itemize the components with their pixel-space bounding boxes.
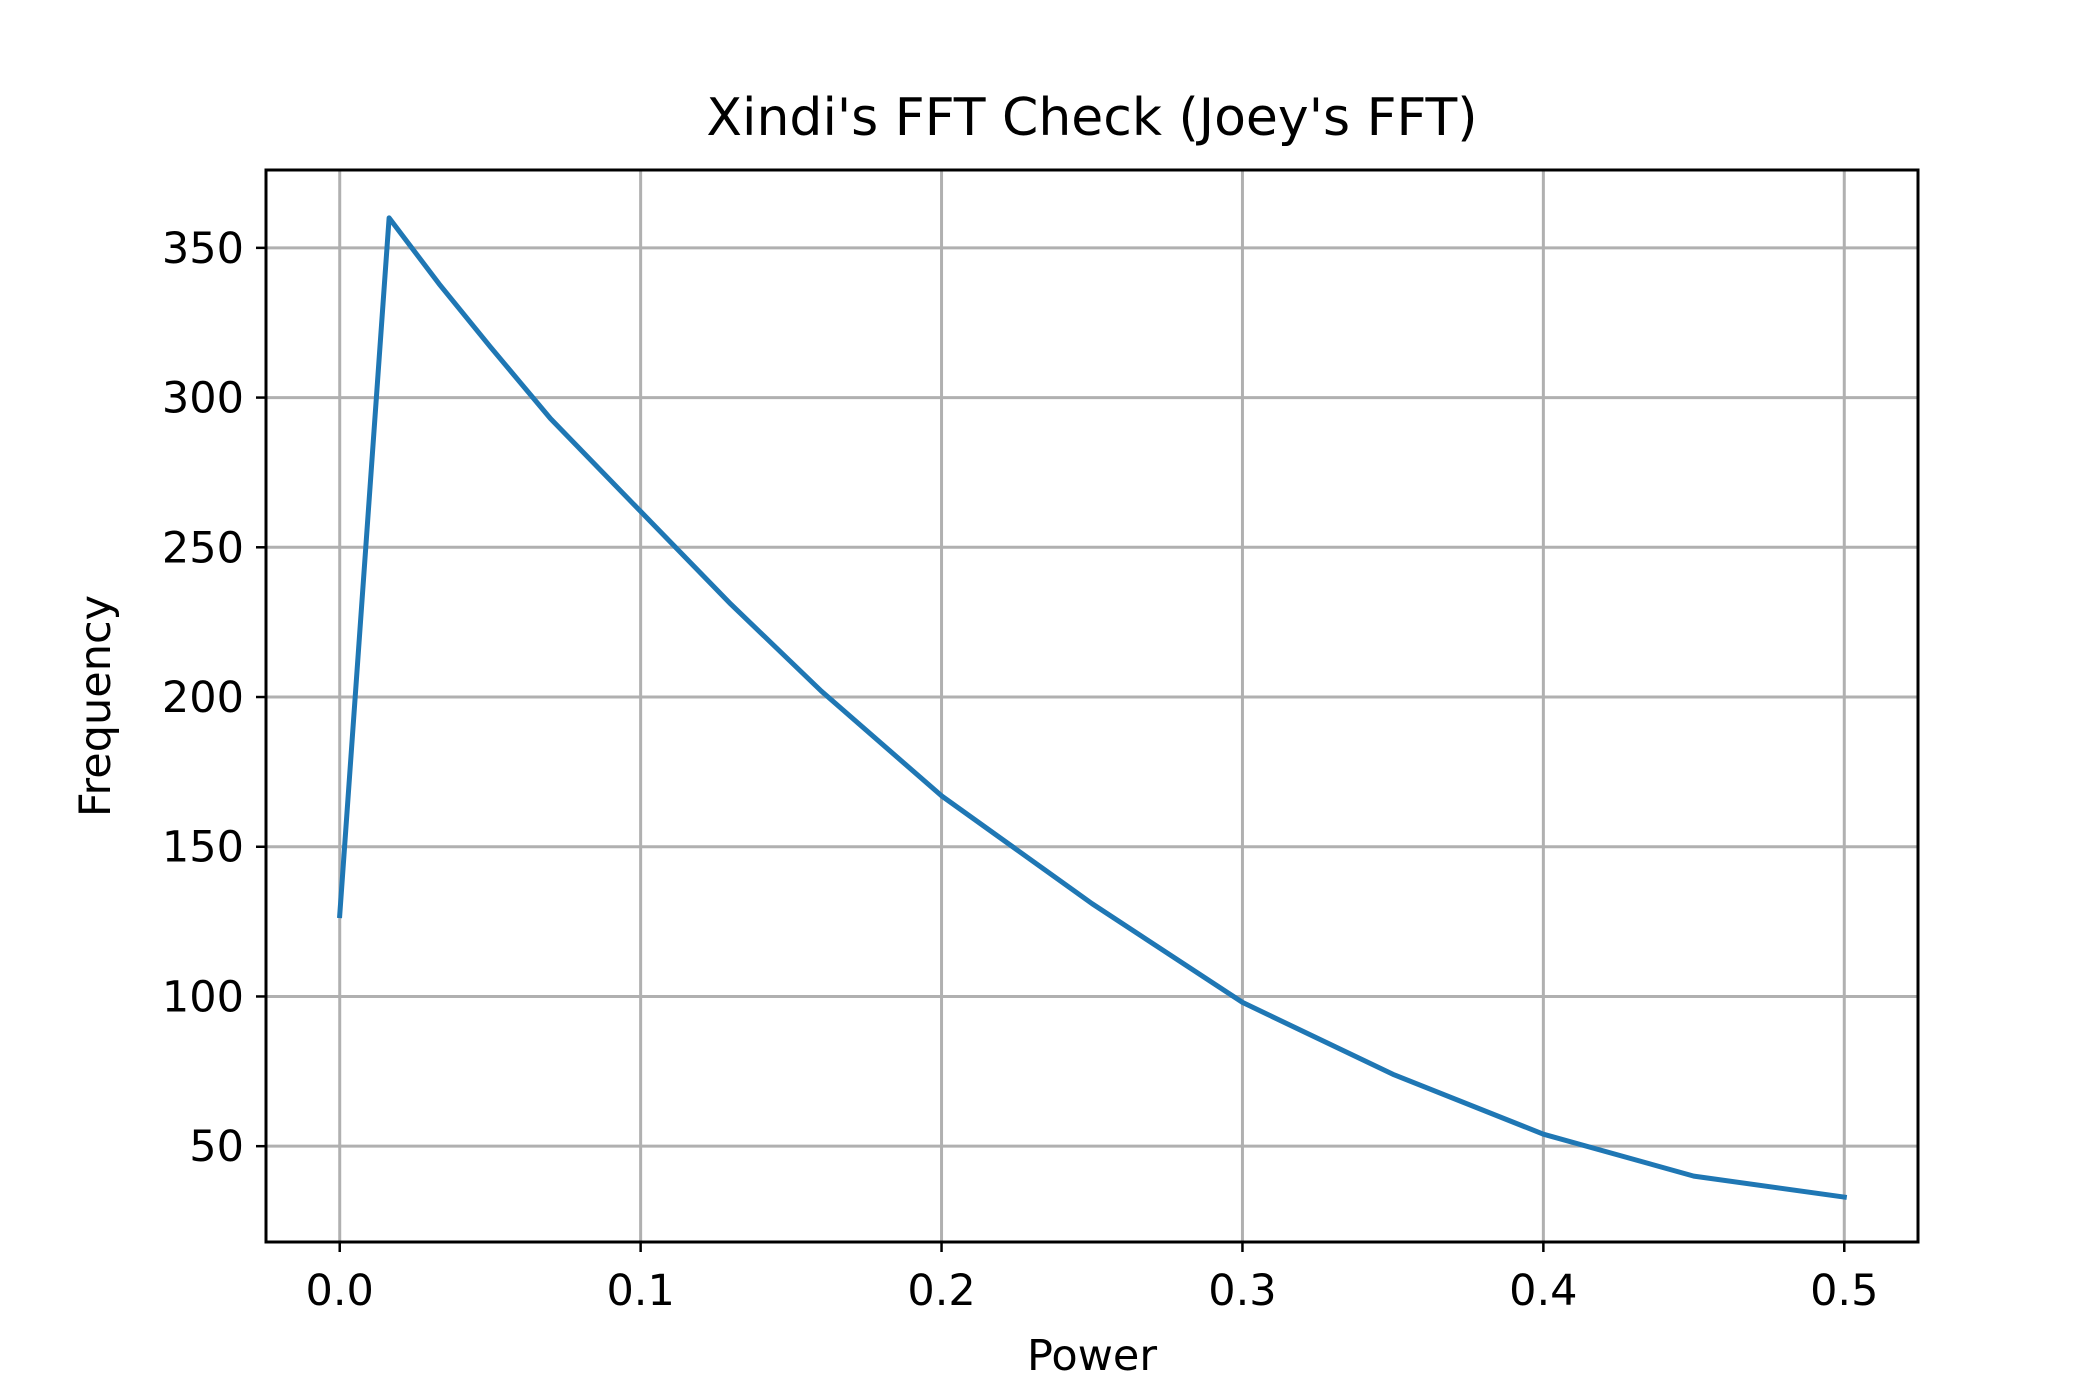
chart-title: Xindi's FFT Check (Joey's FFT) [706,88,1477,148]
y-tick-label: 150 [162,823,244,873]
y-tick-label: 100 [162,972,244,1022]
series-layer [337,215,1848,1200]
x-tick-label: 0.4 [1509,1266,1577,1316]
x-tick-label: 0.1 [606,1266,674,1316]
x-tick-label: 0.2 [907,1266,975,1316]
x-tick-label: 0.3 [1208,1266,1276,1316]
y-tick-label: 200 [162,673,244,723]
grid [266,170,1918,1242]
y-axis-label: Frequency [71,595,121,817]
x-tick-label: 0.5 [1810,1266,1878,1316]
y-tick-label: 250 [162,523,244,573]
ticks: 0.0 0.1 0.2 0.3 0.4 0.5 50 100 150 200 250 300 350 [162,224,1879,1316]
plot-frame [264,168,1920,1244]
y-tick-label: 50 [189,1122,244,1172]
y-tick-label: 300 [162,374,244,424]
y-tick-label: 350 [162,224,244,274]
x-tick-label: 0.0 [306,1266,374,1316]
series-line [337,215,1848,1200]
x-axis-label: Power [1027,1331,1157,1381]
